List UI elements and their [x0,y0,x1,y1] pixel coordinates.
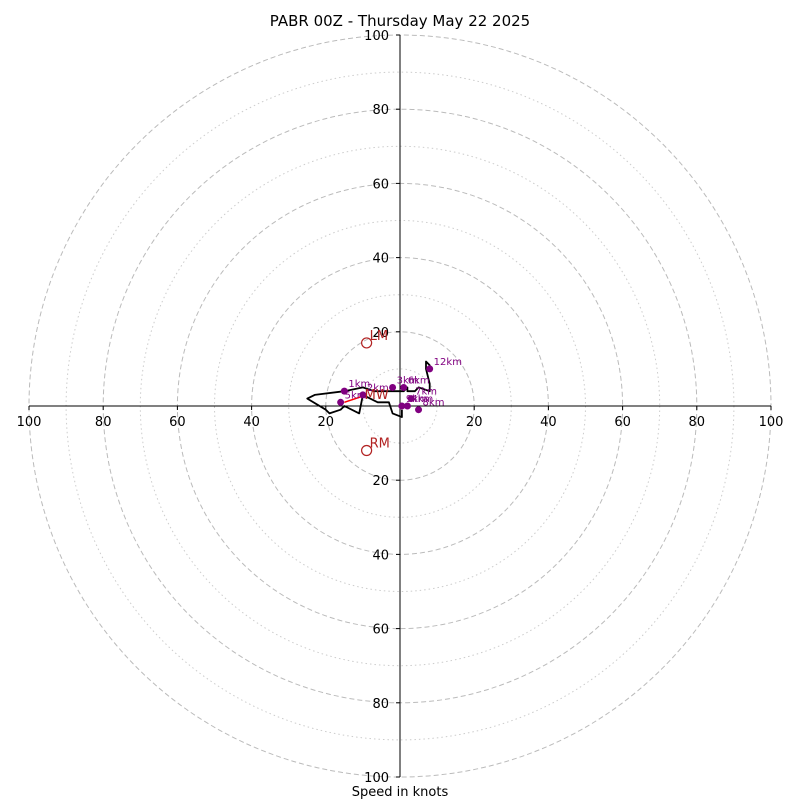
height-point-label: 5km [345,390,367,401]
x-tick-label: 80 [689,415,706,430]
height-point-5km [337,398,345,406]
x-tick-label: 100 [17,415,42,430]
x-tick-label: 100 [759,415,784,430]
height-point-label: 2km [367,383,389,394]
x-tick-label: 60 [169,415,186,430]
chart-title: PABR 00Z - Thursday May 22 2025 [270,12,530,30]
x-tick-label: 40 [540,415,557,430]
height-point-3km [389,383,397,391]
height-point-4km [403,402,411,410]
x-tick-label: 80 [95,415,112,430]
y-tick-label: 20 [372,474,389,489]
height-point-8km [415,406,423,414]
height-point-label: 1km [348,379,370,390]
x-tick-label: 60 [614,415,631,430]
tick-labels: 100 80 60 40 20 20 40 60 80 100 100 80 60 40 20 20 40 60 8… [17,29,784,786]
storm-motion-marker-LM [361,337,373,349]
height-point-label: 7km [415,387,437,398]
y-tick-label: 80 [372,697,389,712]
height-point-9km [398,402,406,410]
storm-motion-label: LM [370,329,388,344]
height-point-label: 12km [434,357,462,368]
height-point-1km [340,387,348,395]
mean-wind-label: MW [365,388,389,403]
height-point-12km [426,365,434,373]
storm-motion-marker-RM [361,444,373,457]
hodograph-trace [306,360,431,419]
x-tick-label: 20 [466,415,483,430]
height-point-label: 8km [423,398,445,409]
x-axis-label: Speed in knots [352,785,449,800]
height-point-6km [400,383,408,391]
height-point-label: 4km [411,394,433,405]
height-point-7km [407,395,415,403]
storm-motion-label: RM [370,437,390,452]
y-tick-label: 80 [372,103,389,118]
x-tick-label: 40 [243,415,260,430]
y-tick-label: 100 [364,771,389,786]
y-tick-label: 60 [372,623,389,638]
y-tick-label: 20 [372,326,389,341]
y-tick-label: 40 [372,252,389,267]
height-point-2km [359,391,367,399]
height-point-label: 6km [408,375,430,386]
y-tick-label: 40 [372,548,389,563]
y-tick-label: 60 [372,177,389,192]
height-point-label: 3km [397,375,419,386]
x-tick-label: 20 [318,415,335,430]
storm-motion-markers: LM RM MW [361,329,390,457]
y-tick-label: 100 [364,29,389,44]
height-point-label: 9km [406,394,428,405]
